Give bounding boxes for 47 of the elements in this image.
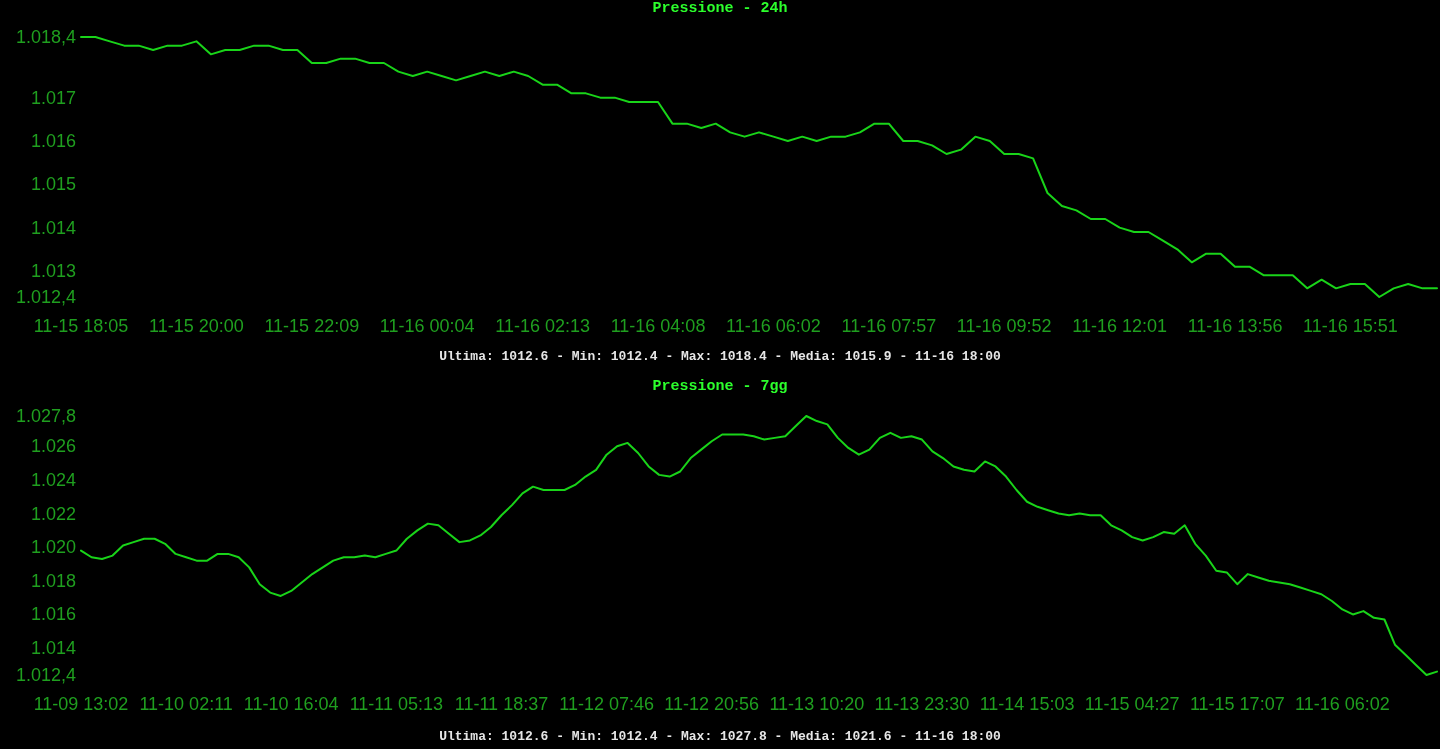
y-tick-label: 1.012,4 <box>15 665 76 685</box>
x-tick-label: 11-11 05:13 <box>349 694 444 714</box>
y-tick-label: 1.016 <box>30 131 76 151</box>
y-tick-label: 1.014 <box>30 638 76 659</box>
chart-title: Pressione - 7gg <box>652 378 788 395</box>
y-tick-label: 1.013 <box>30 261 76 281</box>
x-tick-label: 11-16 15:51 <box>1303 316 1398 336</box>
x-tick-label: 11-16 00:04 <box>379 316 475 336</box>
text: Ultima: 1012.6 - Min: 1012.4 - Max: 1027.8 - Media: 1021.6 - 11-16 18:00 <box>439 729 1002 744</box>
x-tick-label: 11-14 15:03 <box>979 694 1075 714</box>
x-tick-label: 11-10 02:11 <box>139 694 233 714</box>
x-tick-label: 11-09 13:02 <box>33 694 129 714</box>
x-tick-label: 11-12 20:56 <box>664 694 760 714</box>
x-tick-label: 11-16 06:02 <box>726 316 821 336</box>
chart-title: Pressione - 24h <box>652 0 788 17</box>
y-tick-label: 1.020 <box>30 537 76 558</box>
x-tick-label: 11-16 02:13 <box>495 316 590 336</box>
x-tick-label: 11-15 18:05 <box>33 316 129 336</box>
text: Ultima: 1012.6 - Min: 1012.4 - Max: 1018.4 - Media: 1015.9 - 11-16 18:00 <box>439 349 1002 364</box>
y-tick-label: 1.014 <box>30 217 76 238</box>
x-tick-label: 11-13 10:20 <box>769 694 865 714</box>
x-tick-label: 11-16 06:02 <box>1295 694 1390 714</box>
y-tick-label: 1.024 <box>30 469 76 490</box>
x-tick-label: 11-13 23:30 <box>874 694 970 714</box>
x-tick-label: 11-16 12:01 <box>1072 316 1168 336</box>
x-tick-label: 11-16 13:56 <box>1187 316 1283 336</box>
x-tick-label: 11-15 04:27 <box>1084 694 1180 714</box>
y-tick-label: 1.016 <box>30 604 76 625</box>
x-tick-label: 11-11 18:37 <box>454 694 549 714</box>
line-series <box>80 36 1438 298</box>
y-tick-label: 1.018,4 <box>15 27 76 47</box>
x-tick-label: 11-15 20:00 <box>149 316 244 336</box>
x-tick-label: 11-10 16:04 <box>243 694 339 714</box>
y-tick-label: 1.027,8 <box>15 406 76 426</box>
line-series <box>80 415 1438 676</box>
x-tick-label: 11-15 17:07 <box>1189 694 1285 714</box>
y-tick-label: 1.017 <box>30 87 76 108</box>
y-tick-label: 1.012,4 <box>15 287 76 307</box>
x-tick-label: 11-15 22:09 <box>264 316 360 336</box>
x-tick-label: 11-16 04:08 <box>610 316 706 336</box>
x-tick-label: 11-16 07:57 <box>841 316 937 336</box>
y-tick-label: 1.026 <box>30 436 76 457</box>
y-tick-label: 1.015 <box>30 174 76 195</box>
y-tick-label: 1.018 <box>30 570 76 591</box>
x-tick-label: 11-16 09:52 <box>956 316 1052 336</box>
y-tick-label: 1.022 <box>30 503 76 524</box>
x-tick-label: 11-12 07:46 <box>559 694 654 714</box>
